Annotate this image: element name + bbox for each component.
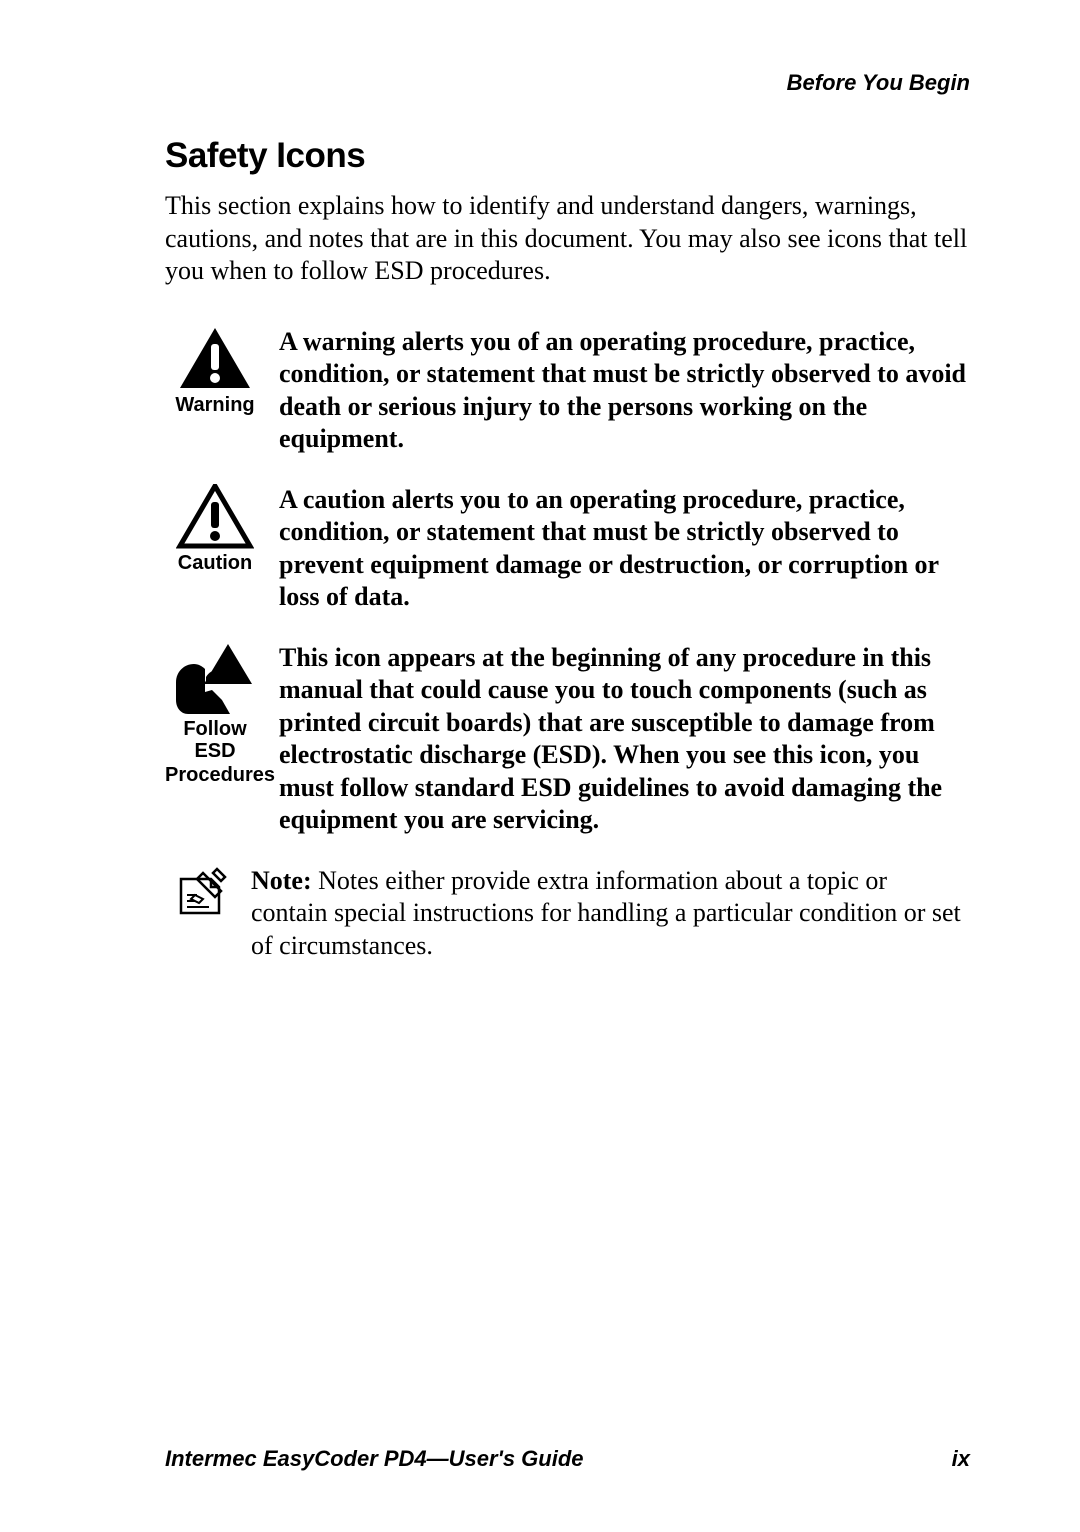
esd-icon-col: Follow ESD Procedures (165, 642, 265, 786)
esd-icon (170, 642, 260, 716)
caution-icon-col: Caution (165, 484, 265, 574)
esd-text: This icon appears at the beginning of an… (279, 642, 970, 837)
caution-text: A caution alerts you to an operating pro… (279, 484, 970, 614)
warning-icon-col: Warning (165, 326, 265, 416)
section-intro: This section explains how to identify an… (165, 190, 970, 288)
page-footer: Intermec EasyCoder PD4—User's Guide ix (165, 1446, 970, 1472)
note-text-container: Note: Notes either provide extra informa… (251, 865, 970, 963)
note-text: Notes either provide extra information a… (251, 866, 961, 960)
warning-block: Warning A warning alerts you of an opera… (165, 326, 970, 456)
esd-label-line1: Follow ESD (165, 718, 265, 762)
note-block: Note: Notes either provide extra informa… (165, 865, 970, 963)
esd-block: Follow ESD Procedures This icon appears … (165, 642, 970, 837)
warning-label: Warning (165, 394, 265, 416)
esd-label-line2: Procedures (165, 764, 265, 786)
caution-label: Caution (165, 552, 265, 574)
note-icon-col (165, 865, 237, 921)
caution-block: Caution A caution alerts you to an opera… (165, 484, 970, 614)
warning-text: A warning alerts you of an operating pro… (279, 326, 970, 456)
page-content: Before You Begin Safety Icons This secti… (0, 0, 1080, 1050)
warning-icon (176, 326, 254, 392)
note-icon (173, 865, 229, 921)
caution-icon (176, 484, 254, 550)
footer-left: Intermec EasyCoder PD4—User's Guide (165, 1446, 584, 1472)
footer-right: ix (952, 1446, 970, 1472)
page-header: Before You Begin (165, 70, 970, 96)
note-label: Note: (251, 866, 312, 895)
section-heading: Safety Icons (165, 136, 970, 176)
